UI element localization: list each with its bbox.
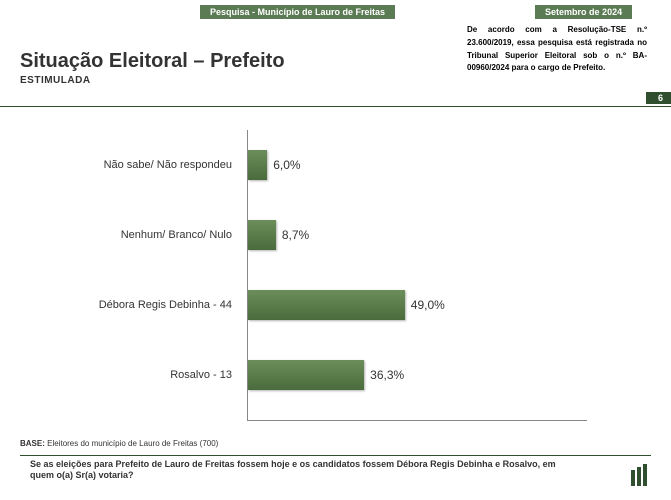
header-right: Setembro de 2024: [535, 5, 632, 19]
bar-wrap: 6,0%: [240, 140, 640, 190]
brand-logo-icon: [631, 464, 651, 486]
divider-top: [0, 106, 671, 107]
value-label: 36,3%: [370, 368, 404, 382]
value-label: 49,0%: [411, 298, 445, 312]
bar: [248, 220, 276, 250]
bar: [248, 290, 405, 320]
chart-row: Não sabe/ Não respondeu 6,0%: [40, 140, 640, 190]
category-label: Rosalvo - 13: [40, 369, 240, 381]
survey-question: Se as eleições para Prefeito de Lauro de…: [30, 459, 570, 482]
base-text: Eleitores do município de Lauro de Freit…: [47, 439, 218, 448]
category-label: Nenhum/ Branco/ Nulo: [40, 229, 240, 241]
value-label: 8,7%: [282, 228, 309, 242]
base-label: BASE:: [20, 439, 45, 448]
legal-note: De acordo com a Resolução-TSE n.º 23.600…: [467, 24, 647, 75]
chart-row: Débora Regis Debinha - 44 49,0%: [40, 280, 640, 330]
bar-wrap: 36,3%: [240, 350, 640, 400]
divider-bottom: [20, 455, 651, 456]
chart-row: Nenhum/ Branco/ Nulo 8,7%: [40, 210, 640, 260]
page-title: Situação Eleitoral – Prefeito: [20, 50, 285, 73]
category-label: Não sabe/ Não respondeu: [40, 159, 240, 171]
bar-wrap: 49,0%: [240, 280, 640, 330]
value-label: 6,0%: [273, 158, 300, 172]
header-bar: Pesquisa - Município de Lauro de Freitas…: [200, 4, 632, 20]
base-note: BASE: Eleitores do município de Lauro de…: [20, 439, 218, 448]
page-subtitle: ESTIMULADA: [20, 75, 285, 86]
bar: [248, 150, 267, 180]
header-center: Pesquisa - Município de Lauro de Freitas: [200, 5, 395, 19]
category-label: Débora Regis Debinha - 44: [40, 299, 240, 311]
title-block: Situação Eleitoral – Prefeito ESTIMULADA: [20, 50, 285, 86]
bar: [248, 360, 364, 390]
x-axis: [247, 420, 587, 421]
page-number: 6: [646, 92, 671, 104]
chart-area: Não sabe/ Não respondeu 6,0% Nenhum/ Branc…: [40, 130, 640, 430]
chart-row: Rosalvo - 13 36,3%: [40, 350, 640, 400]
bar-wrap: 8,7%: [240, 210, 640, 260]
